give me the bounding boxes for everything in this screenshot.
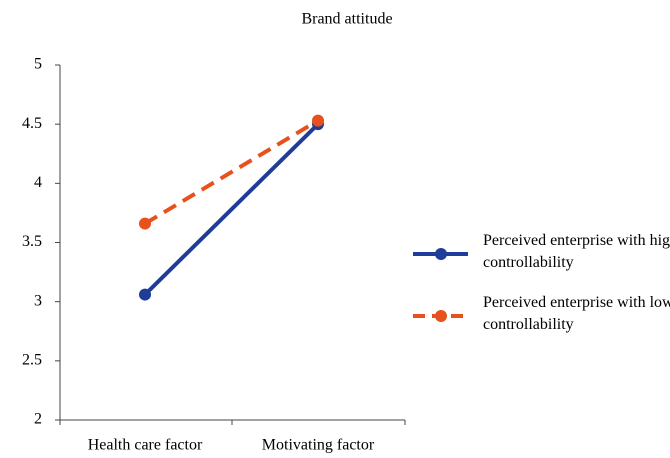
y-tick-label: 4.5 (22, 115, 42, 132)
series-line (143, 122, 320, 296)
legend-label: Perceived enterprise with high controlla… (483, 232, 670, 271)
y-tick-label: 5 (34, 56, 42, 73)
y-tick-label: 2 (34, 411, 42, 428)
legend-marker (435, 248, 447, 260)
series-line (143, 118, 320, 226)
y-tick-label: 2.5 (22, 352, 42, 369)
legend-label: Perceived enterprise with low controllab… (483, 294, 670, 333)
series-marker (139, 217, 151, 230)
y-tick-label: 3.5 (22, 233, 42, 250)
series-marker (312, 114, 324, 127)
x-tick-label: Health care factor (88, 437, 203, 454)
y-tick-label: 4 (34, 174, 42, 191)
chart-title: Brand attitude (301, 11, 392, 28)
x-tick-label: Motivating factor (262, 437, 375, 454)
legend-marker (435, 310, 447, 322)
series-marker (139, 288, 151, 301)
y-tick-label: 3 (34, 292, 42, 309)
